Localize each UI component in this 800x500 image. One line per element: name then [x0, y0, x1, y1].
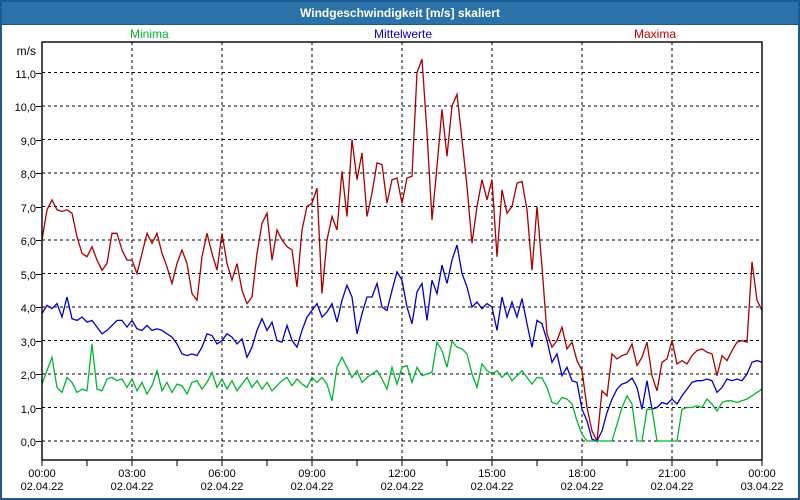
x-axis-tick-label: 12:00 02.04.22 — [370, 468, 434, 494]
y-axis-tick-label: 2,0 — [20, 370, 36, 382]
y-axis-tick-label: 8,0 — [20, 169, 36, 181]
x-axis-time: 12:00 — [388, 468, 416, 480]
x-axis-tick-label: 06:00 02.04.22 — [190, 468, 254, 494]
x-axis-time: 00:00 — [748, 468, 776, 480]
x-axis-tick-label: 15:00 02.04.22 — [460, 468, 524, 494]
y-axis-tick — [36, 72, 41, 74]
x-axis-tick-label: 09:00 02.04.22 — [280, 468, 344, 494]
x-axis-time: 03:00 — [118, 468, 146, 480]
series-mittelwerte — [41, 244, 763, 442]
y-axis-tick — [36, 340, 41, 342]
x-axis-date: 02.04.22 — [470, 481, 514, 493]
y-axis-tick-label: 4,0 — [20, 303, 36, 315]
x-axis-time: 00:00 — [28, 468, 56, 480]
y-axis-tick-label: 10,0 — [14, 102, 36, 114]
legend-maxima-label: Maxima — [634, 27, 677, 41]
x-axis-date: 02.04.22 — [650, 481, 694, 493]
legend-minima-label: Minima — [130, 27, 169, 41]
series-maxima — [41, 58, 763, 444]
x-axis-date: 02.04.22 — [290, 481, 334, 493]
y-axis-tick-label: 6,0 — [20, 236, 36, 248]
x-axis-tick-label: 00:00 02.04.22 — [10, 468, 74, 494]
y-axis-tick-label: 0,0 — [20, 437, 36, 449]
chart-plot — [41, 41, 763, 466]
y-axis-tick — [36, 441, 41, 442]
x-axis-time: 09:00 — [298, 468, 326, 480]
y-axis-tick — [36, 307, 41, 308]
x-axis-time: 18:00 — [568, 468, 596, 480]
y-axis-tick — [36, 106, 41, 107]
plot-area: 0,0 1,0 2,0 3,0 4,0 5,0 6,0 7,0 8,0 9,0 10,0 11,0 0… — [15, 41, 783, 493]
y-axis-tick-label: 9,0 — [20, 135, 36, 148]
y-axis-tick — [36, 273, 41, 275]
y-axis-tick-label: 3,0 — [20, 336, 36, 349]
y-axis-unit-label: m/s — [16, 44, 36, 58]
x-axis-date: 02.04.22 — [110, 481, 154, 493]
window-title: Windgeschwindigkeit [m/s] skaliert — [300, 6, 500, 20]
y-axis-tick-label: 5,0 — [20, 269, 36, 282]
x-axis-tick-label: 03:00 02.04.22 — [100, 468, 164, 494]
x-axis-date: 02.04.22 — [380, 481, 424, 493]
x-axis-time: 06:00 — [208, 468, 236, 480]
series-minima — [41, 339, 763, 442]
y-axis-tick — [36, 139, 41, 141]
x-axis-date: 02.04.22 — [20, 481, 64, 493]
y-axis-tick — [36, 173, 41, 174]
y-axis-tick — [36, 206, 41, 208]
y-axis-tick-label: 11,0 — [15, 68, 36, 81]
x-axis-date: 02.04.22 — [200, 481, 244, 493]
x-axis-tick-label: 21:00 02.04.22 — [640, 468, 704, 494]
x-axis-time: 21:00 — [658, 468, 686, 480]
x-axis-time: 15:00 — [478, 468, 506, 480]
x-axis-date: 02.04.22 — [560, 481, 604, 493]
title-bar: Windgeschwindigkeit [m/s] skaliert — [2, 2, 798, 25]
y-axis-tick — [36, 240, 41, 241]
legend-mittelwerte-label: Mittelwerte — [373, 27, 432, 41]
y-axis-tick-label: 1,0 — [20, 403, 36, 416]
x-axis-date: 03.04.22 — [740, 481, 784, 493]
x-axis-tick-label: 00:00 03.04.22 — [730, 468, 794, 494]
y-axis-tick — [36, 374, 41, 375]
x-axis-tick-label: 18:00 02.04.22 — [550, 468, 614, 494]
y-axis-tick-label: 7,0 — [20, 202, 36, 215]
y-axis-tick — [36, 407, 41, 409]
